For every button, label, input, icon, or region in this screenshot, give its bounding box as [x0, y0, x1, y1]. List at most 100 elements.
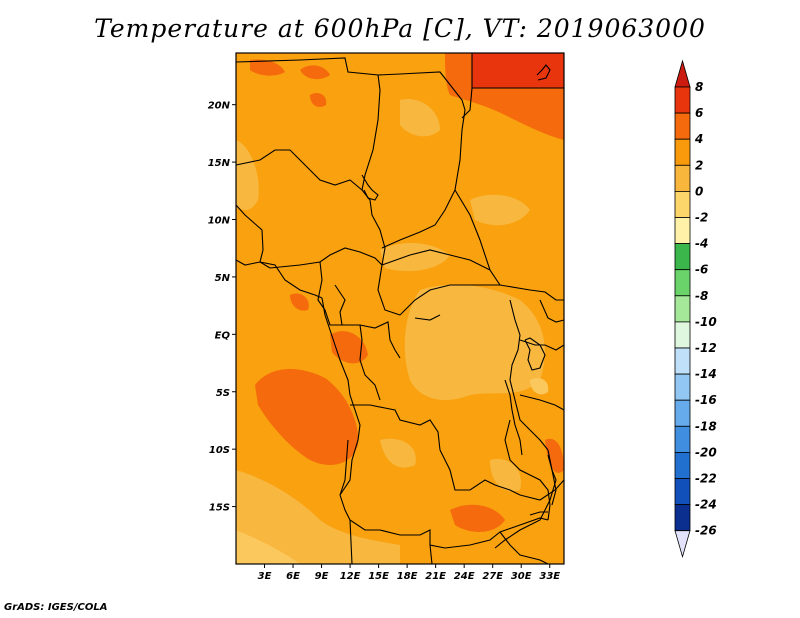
colorbar-level-label: -12: [695, 341, 717, 355]
colorbar-bottom-arrow: [674, 530, 691, 559]
colorbar-level-label: -2: [695, 211, 708, 225]
border-line: [381, 249, 491, 271]
colorbar-swatch: [674, 504, 691, 532]
border-line: [377, 71, 466, 249]
colorbar-swatch: [674, 321, 691, 349]
footer-credit: GrADS: IGES/COLA: [4, 602, 108, 613]
colorbar-swatch: [674, 295, 691, 323]
border-line: [499, 531, 549, 565]
lon-tick-label: 6E: [286, 571, 300, 582]
field-patch-warm-west-2: [250, 59, 285, 76]
field-patch-light-east: [470, 194, 530, 226]
border-line: [349, 519, 353, 565]
field-patch-warm-central: [330, 331, 368, 364]
colorbar-swatch: [674, 373, 691, 401]
lon-tick-label: 27E: [482, 571, 503, 582]
lat-tick-label: 5N: [215, 273, 231, 284]
lat-tick-label: 10S: [209, 445, 230, 456]
border-line: [429, 544, 433, 565]
colorbar-swatch: [674, 112, 691, 140]
border-line: [339, 494, 549, 549]
lat-tick-label: 15N: [208, 158, 231, 169]
lat-tick-label: 15S: [209, 503, 230, 514]
colorbar-swatch: [674, 347, 691, 375]
colorbar-level-label: 2: [695, 158, 703, 172]
lat-tick-label: 20N: [208, 101, 231, 112]
border-line: [334, 284, 401, 359]
colorbar-level-label: -24: [695, 498, 717, 512]
chart-title: Temperature at 600hPa [C], VT: 201906300…: [94, 14, 706, 43]
lake-shore: [361, 174, 379, 201]
colorbar-swatch: [674, 138, 691, 166]
colorbar-level-label: -8: [695, 289, 708, 303]
colorbar-level-label: -4: [695, 237, 708, 251]
field-patch-light-north: [400, 99, 440, 137]
lon-tick-label: 15E: [368, 571, 389, 582]
coastline: [235, 259, 323, 299]
border-line: [519, 479, 565, 501]
border-line: [359, 324, 381, 401]
latitude-axis: 20N 15N 10N 5N EQ 5S 10S 15S: [208, 101, 236, 514]
map-field: [236, 53, 564, 564]
field-patch-light-centre-south: [380, 438, 416, 468]
lake-shore: [504, 379, 523, 456]
colorbar-swatch: [674, 217, 691, 245]
colorbar-level-label: 6: [695, 106, 703, 120]
field-patch-light-se: [404, 284, 545, 400]
lake-shore: [524, 337, 546, 371]
border-line: [539, 299, 565, 323]
lake-shore: [547, 454, 557, 506]
lon-tick-label: 9E: [315, 571, 329, 582]
lon-tick-label: 18E: [397, 571, 418, 582]
colorbar-level-label: -20: [695, 445, 717, 459]
colorbar-level-label: -18: [695, 419, 717, 433]
lon-tick-label: 3E: [258, 571, 272, 582]
colorbar-level-label: -6: [695, 263, 708, 277]
field-patch-warm-north: [300, 65, 330, 80]
border-line: [439, 449, 521, 496]
longitude-axis: 3E 6E 9E 12E 15E 18E 21E 24E 27E 30E 33E: [258, 564, 560, 582]
colorbar-level-label: -22: [695, 472, 717, 486]
border-line: [235, 149, 363, 191]
border-line: [399, 284, 500, 316]
colorbar: 8 6 4 2 0 -2 -4 -6 -8 -10 -12 -14 -16 -18 -20 -22 -24 -26: [674, 59, 717, 559]
border-line: [461, 87, 564, 119]
field-patch-warm-east: [545, 438, 564, 473]
colorbar-level-label: 8: [695, 80, 703, 94]
colorbar-swatch: [674, 190, 691, 218]
colorbar-swatch: [674, 164, 691, 192]
coastline: [321, 297, 361, 496]
field-patch-light-lake: [530, 378, 549, 395]
colorbar-top-arrow: [674, 59, 691, 88]
colorbar-level-label: -26: [695, 524, 717, 538]
colorbar-swatch: [674, 451, 691, 479]
lon-tick-label: 33E: [539, 571, 560, 582]
colorbar-swatch: [674, 425, 691, 453]
map-frame: [235, 52, 565, 565]
field-patch-light-sw: [236, 530, 300, 564]
river-line: [529, 511, 548, 516]
colorbar-swatch: [674, 86, 691, 114]
field-patch-warm-se: [450, 504, 505, 532]
border-line: [317, 261, 342, 326]
lat-tick-label: EQ: [215, 330, 231, 341]
lat-tick-label: 10N: [208, 216, 231, 227]
lon-tick-label: 21E: [425, 571, 446, 582]
colorbar-level-label: 0: [695, 184, 703, 198]
river-line: [536, 64, 551, 81]
colorbar-swatch: [674, 269, 691, 297]
colorbar-swatch: [674, 243, 691, 271]
lon-tick-label: 12E: [340, 571, 361, 582]
border-line: [269, 247, 401, 316]
lon-tick-label: 24E: [454, 571, 475, 582]
border-line: [504, 419, 551, 521]
border-line: [235, 57, 386, 266]
border-line: [519, 339, 565, 351]
border-line: [509, 299, 549, 451]
field-patch-light-central: [380, 243, 450, 272]
border-line: [235, 204, 271, 269]
field-patch-light-south: [236, 470, 400, 564]
colorbar-level-label: 4: [694, 132, 703, 146]
country-borders: [235, 53, 565, 565]
